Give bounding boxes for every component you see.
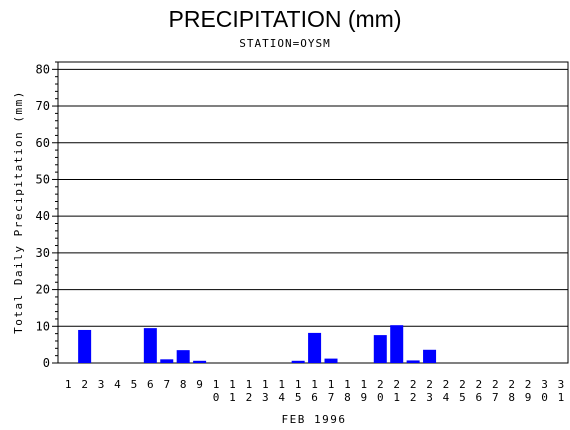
y-axis-label: Total Daily Precipitation (mm) xyxy=(12,90,25,334)
y-tick-label: 70 xyxy=(36,99,50,113)
chart-title: PRECIPITATION (mm) xyxy=(168,6,402,32)
x-tick-label: 3 xyxy=(98,378,105,391)
bar xyxy=(423,349,437,363)
y-tick-label: 50 xyxy=(36,172,50,186)
y-tick-label: 10 xyxy=(36,319,50,333)
bar xyxy=(143,328,157,363)
y-tick-label: 0 xyxy=(43,356,50,370)
bar xyxy=(324,358,338,363)
bar xyxy=(390,325,404,363)
y-tick-label: 30 xyxy=(36,246,50,260)
x-tick-label: 4 xyxy=(114,378,121,391)
bar xyxy=(78,329,92,363)
x-tick-label: 8 xyxy=(180,378,187,391)
x-tick-label: 9 xyxy=(196,378,203,391)
x-tick-label: 2 xyxy=(81,378,88,391)
x-axis-label: FEB 1996 xyxy=(282,413,347,426)
bar xyxy=(176,350,190,363)
x-tick-label: 7 xyxy=(163,378,170,391)
bar xyxy=(193,360,207,363)
plot-frame xyxy=(57,61,569,364)
y-tick-label: 20 xyxy=(36,283,50,297)
y-tick-label: 80 xyxy=(36,62,50,76)
x-tick-label: 1 xyxy=(65,378,72,391)
y-tick-label: 60 xyxy=(36,136,50,150)
bar xyxy=(160,359,174,363)
bar xyxy=(291,360,305,363)
x-tick-label: 6 xyxy=(147,378,154,391)
bar xyxy=(373,335,387,363)
bar xyxy=(308,332,322,363)
y-tick-label: 40 xyxy=(36,209,50,223)
x-tick-label: 5 xyxy=(131,378,138,391)
chart-subtitle: STATION=OYSM xyxy=(239,37,331,50)
bar xyxy=(406,360,420,363)
